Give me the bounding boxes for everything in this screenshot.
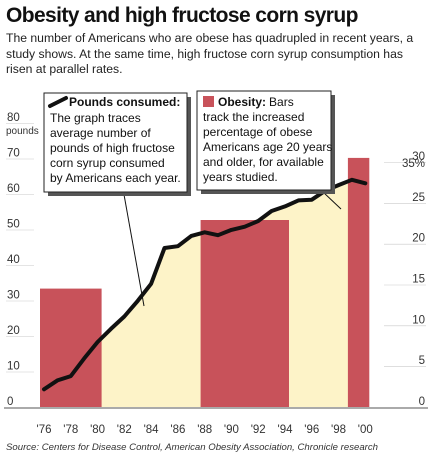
callout-obesity-line: and older, for available: [203, 155, 324, 169]
x-axis-tick-label: '98: [331, 424, 346, 436]
x-axis-tick-label: '88: [197, 424, 212, 436]
x-axis-tick-label: '78: [63, 424, 78, 436]
right-axis-tick-label: 15: [412, 274, 425, 286]
callout-pounds-line: The graph traces: [50, 111, 141, 125]
right-axis-tick-label: 5: [419, 355, 425, 367]
callout-obesity-heading: Obesity: Bars: [218, 95, 294, 109]
callout-obesity-line: years studied.: [203, 170, 278, 184]
x-axis-tick-label: '90: [224, 424, 239, 436]
right-axis-tick-label: 35%: [402, 158, 425, 170]
left-axis-tick-label: 60: [7, 183, 20, 195]
x-axis-tick-label: '84: [144, 424, 160, 436]
left-axis-tick-label: 0: [7, 396, 13, 408]
callout-obesity-legend-swatch: [203, 96, 214, 107]
x-axis-tick-label: '00: [358, 424, 373, 436]
consumption-line-path: [42, 177, 368, 392]
x-axis-tick-label: '82: [117, 424, 132, 436]
callout-obesity-line: Americans age 20 years: [203, 140, 332, 154]
chart-subtitle: The number of Americans who are obese ha…: [6, 31, 414, 76]
consumption-line: [42, 177, 368, 392]
obesity-bar: [347, 157, 370, 407]
x-axis-tick-label: '94: [278, 424, 294, 436]
chart-title: Obesity and high fructose corn syrup: [6, 4, 358, 27]
left-axis-tick-label: 50: [7, 219, 20, 231]
right-axis-tick-label: 20: [412, 233, 425, 245]
callout-pounds-pointer: [122, 188, 145, 307]
obesity-bar: [200, 220, 289, 407]
source-note: Source: Centers for Disease Control, Ame…: [6, 442, 379, 453]
x-axis-tick-label: '80: [90, 424, 105, 436]
callout-obesity-box: [196, 90, 332, 191]
callout-obesity-heading-rest: Bars: [269, 95, 294, 109]
callout-pounds-line: pounds of high fructose: [50, 141, 175, 155]
callout-pounds-line: average number of: [50, 126, 151, 140]
callout-pounds-box: [43, 92, 188, 193]
left-axis-tick-label: 40: [7, 254, 20, 266]
callout-pounds-legend-line: [48, 96, 68, 108]
right-axis-tick-label: 0: [419, 396, 425, 408]
axes: 01020304050607080pounds05101520253035%'7…: [4, 112, 428, 436]
right-axis-tick-label: 30: [412, 151, 425, 163]
x-axis-tick-label: '86: [170, 424, 185, 436]
callout-pounds-consumed: Pounds consumed: The graph traces averag…: [43, 92, 191, 307]
left-axis-tick-label: 30: [7, 290, 20, 302]
left-axis-unit-label: pounds: [6, 126, 39, 137]
callout-pounds-heading: Pounds consumed:: [69, 95, 180, 109]
callout-obesity-line: track the increased: [203, 110, 304, 124]
callout-obesity-pointer: [322, 191, 342, 210]
x-axis-tick-label: '76: [37, 424, 52, 436]
left-axis-tick-label: 10: [7, 361, 20, 373]
right-axis-tick-label: 10: [412, 314, 425, 326]
callout-obesity: Obesity: Bars track the increased percent…: [196, 90, 342, 210]
x-axis-tick-label: '92: [251, 424, 266, 436]
callout-obesity-line: percentage of obese: [203, 125, 313, 139]
callout-pounds-line: corn syrup consumed: [50, 156, 165, 170]
left-axis-tick-label: 80: [7, 112, 20, 124]
left-axis-tick-label: 70: [7, 148, 20, 160]
x-axis-tick-label: '96: [304, 424, 319, 436]
gridlines: [6, 123, 426, 373]
right-axis-tick-label: 25: [412, 192, 425, 204]
callout-obesity-heading-bold: Obesity:: [218, 95, 266, 109]
left-axis-tick-label: 20: [7, 325, 20, 337]
callout-pounds-line: by Americans each year.: [50, 171, 181, 185]
